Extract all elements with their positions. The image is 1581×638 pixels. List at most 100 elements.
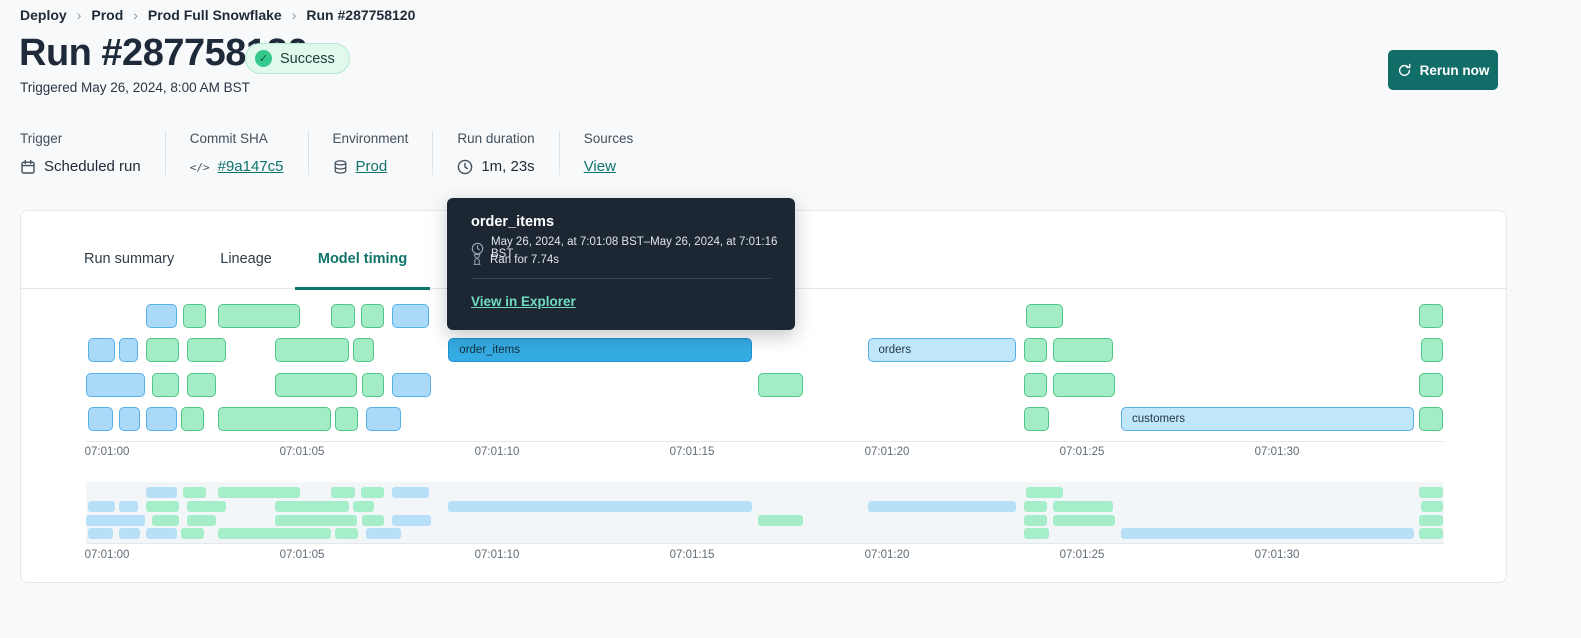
rerun-now-button[interactable]: Rerun now [1388, 50, 1498, 90]
gantt-bar[interactable] [1023, 407, 1049, 431]
axis-tick-label: 07:01:15 [669, 446, 715, 458]
mini-bar [118, 528, 141, 539]
meta-col-commit-sha: Commit SHA </> #9a147c5 [190, 131, 309, 175]
gantt-bar[interactable] [1023, 373, 1047, 397]
breadcrumb-separator: › [76, 7, 82, 23]
trigger-value: Scheduled run [44, 158, 141, 175]
gantt-bar[interactable] [335, 407, 359, 431]
mini-bar [183, 487, 207, 498]
gantt-bar[interactable] [391, 304, 429, 328]
meta-label-sources: Sources [583, 131, 634, 146]
gantt-bar[interactable] [151, 373, 180, 397]
meta-col-sources: Sources View [584, 131, 658, 175]
gantt-bar[interactable] [391, 373, 431, 397]
mini-bar [1419, 528, 1443, 539]
gantt-bar[interactable] [1419, 407, 1443, 431]
view-in-explorer-link[interactable]: View in Explorer [471, 294, 576, 309]
timeline-overview[interactable] [86, 482, 1444, 544]
gantt-bar[interactable] [1025, 304, 1063, 328]
gantt-bar[interactable] [118, 407, 141, 431]
mini-bar [274, 501, 349, 512]
gantt-bar[interactable] [274, 338, 349, 362]
mini-bar [1419, 487, 1443, 498]
tab-model-timing[interactable]: Model timing [294, 251, 431, 290]
gantt-bar[interactable] [362, 373, 384, 397]
gantt-bar[interactable] [360, 304, 384, 328]
check-circle-icon: ✓ [255, 50, 272, 67]
gantt-bar[interactable] [758, 373, 804, 397]
tab-run-summary[interactable]: Run summary [84, 251, 175, 267]
axis-tick-label: 07:01:20 [864, 446, 910, 458]
gantt-bar[interactable] [218, 407, 332, 431]
gantt-bar[interactable] [1421, 338, 1443, 362]
bar-orders [867, 501, 1016, 512]
mini-bar [335, 528, 359, 539]
code-icon: </> [189, 161, 210, 174]
bar-customers[interactable]: customers [1121, 407, 1414, 431]
gantt-bar[interactable] [218, 304, 301, 328]
gantt-bar[interactable] [146, 338, 180, 362]
gantt-bar[interactable] [118, 338, 139, 362]
bar-orders[interactable]: orders [867, 338, 1016, 362]
gantt-bar[interactable] [331, 304, 355, 328]
gantt-bar[interactable] [186, 338, 226, 362]
gantt-bar[interactable] [87, 338, 115, 362]
mini-bar [1421, 501, 1443, 512]
meta-value-commit-sha: </> #9a147c5 [190, 158, 284, 175]
gantt-bar[interactable] [1419, 373, 1443, 397]
mini-bar [331, 487, 355, 498]
bar-order_items[interactable]: order_items [448, 338, 753, 362]
mini-bar [366, 528, 402, 539]
clock-icon [471, 242, 484, 255]
mini-bar [181, 528, 205, 539]
mini-bar [360, 487, 384, 498]
axis-tick-label: 07:01:30 [1254, 446, 1300, 458]
run-meta-row: Trigger Scheduled run Commit SHA </> #9a147c… [20, 131, 681, 175]
refresh-icon [1397, 63, 1412, 78]
gantt-bar[interactable] [87, 407, 113, 431]
calendar-icon [20, 159, 36, 175]
gantt-bar[interactable] [186, 373, 217, 397]
mini-bar [391, 487, 429, 498]
mini-bar [218, 487, 301, 498]
tooltip-divider [471, 278, 771, 279]
model-timing-chart[interactable]: order_items orders customers [86, 304, 1444, 434]
gantt-bar[interactable] [1052, 338, 1114, 362]
breadcrumb-item-prod[interactable]: Prod [91, 7, 124, 23]
breadcrumb-item-prod-full-snowflake[interactable]: Prod Full Snowflake [147, 7, 282, 23]
sources-value[interactable]: View [583, 158, 616, 175]
gantt-bar[interactable] [146, 304, 178, 328]
mini-bar [151, 515, 180, 526]
mini-bar [362, 515, 384, 526]
mini-bar [146, 487, 178, 498]
gantt-bar[interactable] [146, 407, 178, 431]
gantt-bar[interactable] [1023, 338, 1047, 362]
mini-bar [1023, 515, 1047, 526]
gantt-bar[interactable] [181, 407, 205, 431]
axis-tick-label: 07:01:00 [84, 549, 130, 561]
mini-bar [274, 515, 357, 526]
gantt-bar[interactable] [183, 304, 207, 328]
meta-col-trigger: Trigger Scheduled run [20, 131, 166, 175]
meta-label-run-duration: Run duration [457, 131, 535, 146]
gantt-bar[interactable] [1419, 304, 1443, 328]
tooltip-time-range: May 26, 2024, at 7:01:08 BST–May 26, 202… [491, 236, 778, 260]
gantt-bar[interactable] [86, 373, 145, 397]
triggered-timestamp: Triggered May 26, 2024, 8:00 AM BST [20, 80, 250, 95]
gantt-bar[interactable] [274, 373, 357, 397]
breadcrumb-separator: › [291, 7, 297, 23]
gantt-bar[interactable] [366, 407, 402, 431]
gantt-bar[interactable] [1052, 373, 1116, 397]
tab-lineage[interactable]: Lineage [220, 251, 272, 267]
mini-bar [1023, 501, 1047, 512]
meta-col-environment: Environment Prod [333, 131, 434, 175]
time-axis: 07:01:00 07:01:05 07:01:10 07:01:15 07:01:20… [85, 441, 1444, 465]
axis-tick-label: 07:01:10 [474, 446, 520, 458]
gantt-bar[interactable] [352, 338, 375, 362]
model-tooltip: order_items May 26, 2024, at 7:01:08 BST… [447, 198, 795, 330]
breadcrumb-item-run-287758120: Run #287758120 [306, 7, 416, 23]
environment-value[interactable]: Prod [355, 158, 388, 175]
breadcrumb-item-deploy[interactable]: Deploy [20, 7, 67, 23]
meta-value-run-duration: 1m, 23s [457, 158, 535, 175]
commit-sha-value[interactable]: #9a147c5 [217, 158, 284, 175]
